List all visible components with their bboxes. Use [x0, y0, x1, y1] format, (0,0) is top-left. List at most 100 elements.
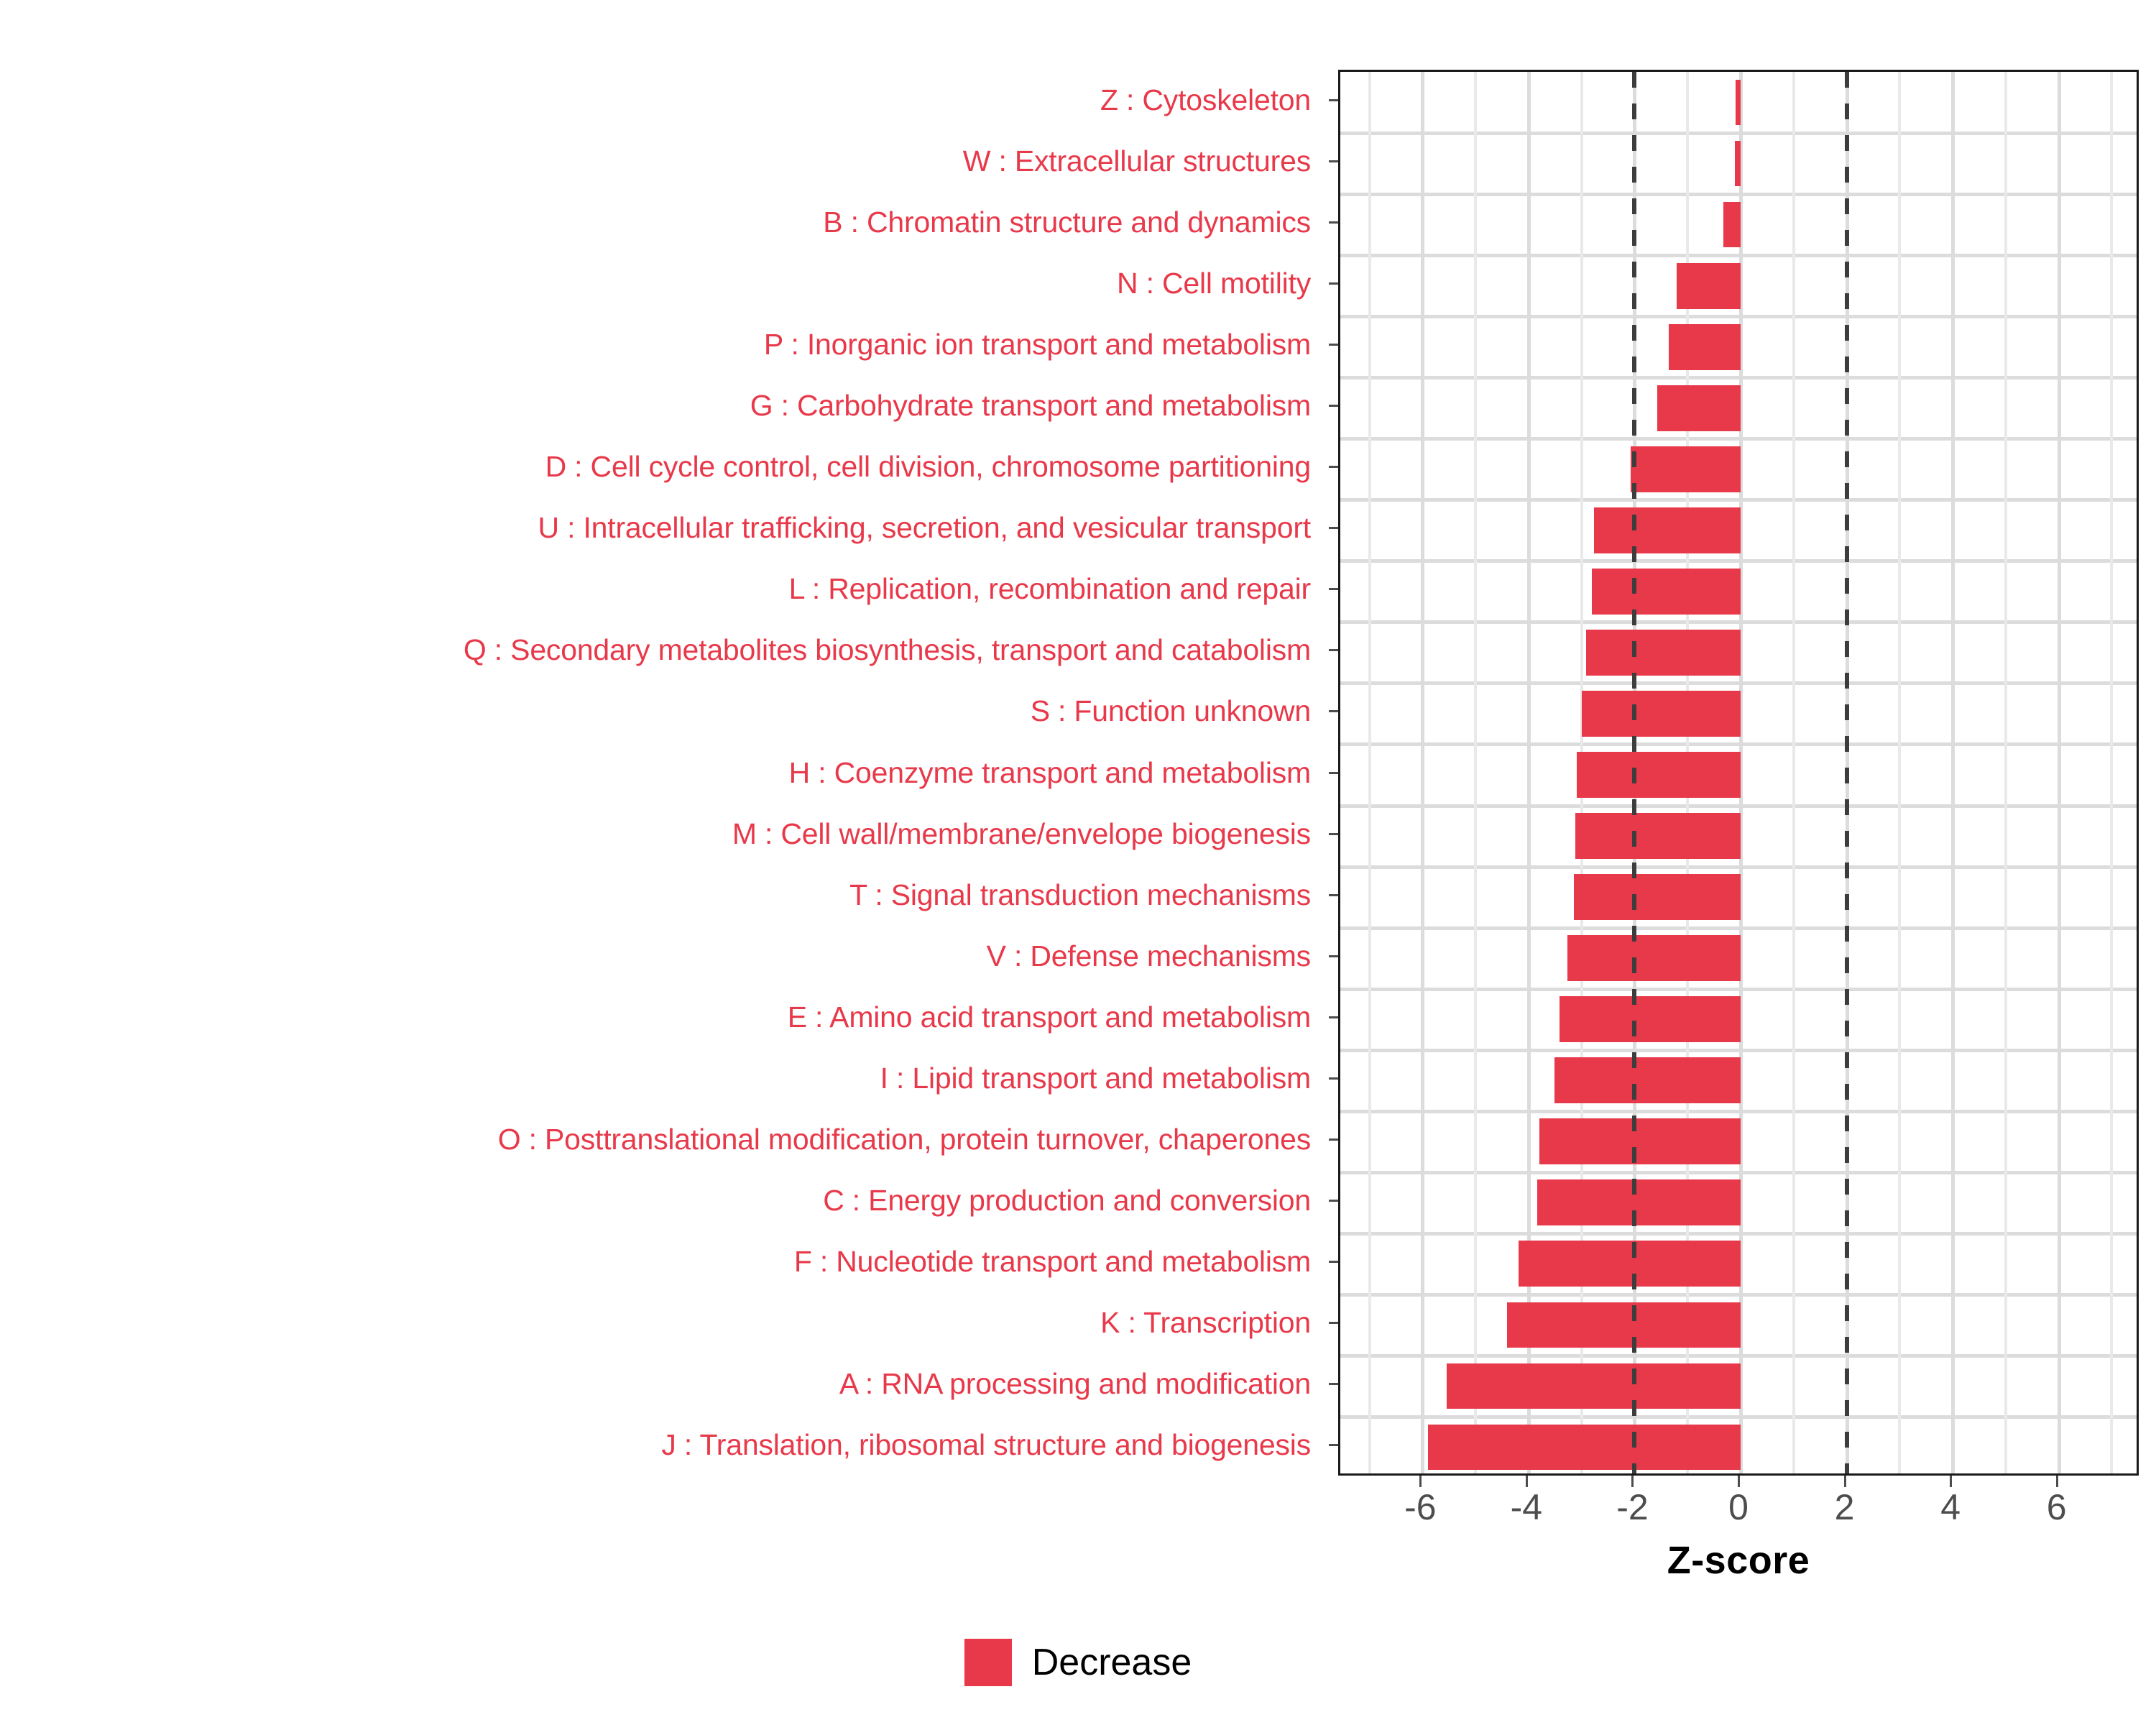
bar[interactable]	[1594, 507, 1741, 553]
y-axis-label-text: W : Extracellular structures	[962, 144, 1311, 178]
tick-mark-icon	[1329, 649, 1338, 652]
bar[interactable]	[1507, 1302, 1741, 1348]
gridline-horizontal	[1340, 1414, 2137, 1419]
y-axis-tick-0	[1325, 70, 1338, 131]
y-axis-label-8: L : Replication, recombination and repai…	[0, 558, 1322, 620]
bar[interactable]	[1669, 323, 1741, 370]
tick-mark-icon	[1329, 954, 1338, 957]
y-axis-tick-6	[1325, 436, 1338, 497]
y-axis-label-text: Q : Secondary metabolites biosynthesis, …	[463, 633, 1311, 667]
gridline-vertical-minor	[1898, 72, 1902, 1473]
x-axis-title: Z-score	[1667, 1539, 1810, 1582]
y-axis-label-5: G : Carbohydrate transport and metabolis…	[0, 375, 1322, 436]
gridline-horizontal	[1340, 376, 2137, 380]
y-axis-label-13: T : Signal transduction mechanisms	[0, 865, 1322, 926]
gridline-horizontal	[1340, 132, 2137, 136]
x-axis-tick-labels: -6 -4 -2 0 2 4 6	[1338, 1489, 2139, 1532]
bar[interactable]	[1560, 996, 1741, 1043]
x-tick-label: -4	[1510, 1487, 1543, 1527]
y-axis-label-column: Z : Cytoskeleton W : Extracellular struct…	[0, 70, 1322, 1476]
gridline-horizontal	[1340, 620, 2137, 625]
bar[interactable]	[1446, 1363, 1741, 1409]
bar[interactable]	[1554, 1057, 1741, 1104]
y-axis-label-12: M : Cell wall/membrane/envelope biogenes…	[0, 804, 1322, 865]
gridline-vertical-minor	[2004, 72, 2007, 1473]
gridline-horizontal	[1340, 926, 2137, 930]
x-tick-label: 2	[1834, 1487, 1855, 1527]
bar[interactable]	[1539, 1118, 1741, 1165]
bar[interactable]	[1428, 1424, 1741, 1471]
tick-mark-icon	[1329, 160, 1338, 163]
gridline-horizontal	[1340, 254, 2137, 258]
gridline-vertical-major	[1526, 72, 1531, 1473]
bar[interactable]	[1736, 79, 1741, 126]
tick-mark-icon	[1329, 282, 1338, 285]
bar[interactable]	[1518, 1241, 1741, 1287]
y-axis-tick-16	[1325, 1048, 1338, 1109]
x-tick-mark	[1525, 1476, 1528, 1487]
y-axis-tick-19	[1325, 1231, 1338, 1292]
bar[interactable]	[1631, 446, 1741, 492]
bar[interactable]	[1573, 874, 1741, 920]
gridline-horizontal	[1340, 1109, 2137, 1113]
tick-mark-icon	[1329, 466, 1338, 469]
y-axis-label-text: B : Chromatin structure and dynamics	[823, 206, 1311, 239]
tick-mark-icon	[1329, 1444, 1338, 1447]
bar-slot	[1340, 262, 2137, 309]
y-axis-label-text: N : Cell motility	[1117, 267, 1311, 300]
y-axis-tick-21	[1325, 1353, 1338, 1414]
bar-slot	[1340, 1118, 2137, 1165]
tick-mark-icon	[1329, 1077, 1338, 1080]
gridline-horizontal	[1340, 1231, 2137, 1236]
bar[interactable]	[1585, 630, 1741, 676]
gridline-vertical-minor	[1368, 72, 1371, 1473]
y-axis-label-text: K : Transcription	[1100, 1305, 1311, 1339]
bar[interactable]	[1537, 1179, 1741, 1226]
bar[interactable]	[1575, 813, 1741, 859]
bar[interactable]	[1734, 140, 1741, 187]
gridline-horizontal	[1340, 742, 2137, 747]
bar[interactable]	[1567, 935, 1741, 982]
gridline-horizontal	[1340, 1292, 2137, 1297]
bar[interactable]	[1581, 691, 1741, 737]
gridline-vertical-minor	[1474, 72, 1478, 1473]
y-axis-label-text: P : Inorganic ion transport and metaboli…	[763, 328, 1311, 362]
y-axis-label-text: E : Amino acid transport and metabolism	[787, 1000, 1311, 1034]
y-axis-tick-15	[1325, 987, 1338, 1048]
y-axis-label-14: V : Defense mechanisms	[0, 926, 1322, 987]
y-axis-label-3: N : Cell motility	[0, 253, 1322, 314]
gridline-vertical-minor	[2110, 72, 2114, 1473]
y-axis-label-text: M : Cell wall/membrane/envelope biogenes…	[732, 816, 1311, 850]
y-axis-label-text: H : Coenzyme transport and metabolism	[788, 755, 1312, 789]
y-axis-tick-20	[1325, 1292, 1338, 1353]
bar-slot	[1340, 874, 2137, 920]
y-axis-tick-column	[1325, 70, 1338, 1476]
bar-slot	[1340, 1424, 2137, 1471]
y-axis-tick-8	[1325, 558, 1338, 620]
y-axis-label-17: O : Posttranslational modification, prot…	[0, 1109, 1322, 1170]
bar-slot	[1340, 752, 2137, 798]
bar[interactable]	[1676, 262, 1741, 309]
y-axis-label-4: P : Inorganic ion transport and metaboli…	[0, 314, 1322, 375]
y-axis-label-7: U : Intracellular trafficking, secretion…	[0, 497, 1322, 558]
bar[interactable]	[1592, 568, 1741, 615]
tick-mark-icon	[1329, 1321, 1338, 1324]
x-tick-mark	[2055, 1476, 2058, 1487]
y-axis-label-text: F : Nucleotide transport and metabolism	[793, 1244, 1311, 1278]
y-axis-label-text: I : Lipid transport and metabolism	[880, 1061, 1312, 1095]
bar-slot	[1340, 1241, 2137, 1287]
bar[interactable]	[1723, 201, 1741, 248]
y-axis-label-1: W : Extracellular structures	[0, 131, 1322, 192]
y-axis-tick-5	[1325, 375, 1338, 436]
bar[interactable]	[1657, 385, 1741, 431]
y-axis-tick-17	[1325, 1109, 1338, 1170]
tick-mark-icon	[1329, 893, 1338, 896]
gridline-horizontal	[1340, 193, 2137, 197]
gridline-horizontal	[1340, 1353, 2137, 1358]
tick-mark-icon	[1329, 99, 1338, 102]
y-axis-label-20: K : Transcription	[0, 1292, 1322, 1353]
x-tick-mark	[1738, 1476, 1740, 1487]
y-axis-label-text: D : Cell cycle control, cell division, c…	[545, 450, 1312, 484]
bar[interactable]	[1577, 752, 1741, 798]
